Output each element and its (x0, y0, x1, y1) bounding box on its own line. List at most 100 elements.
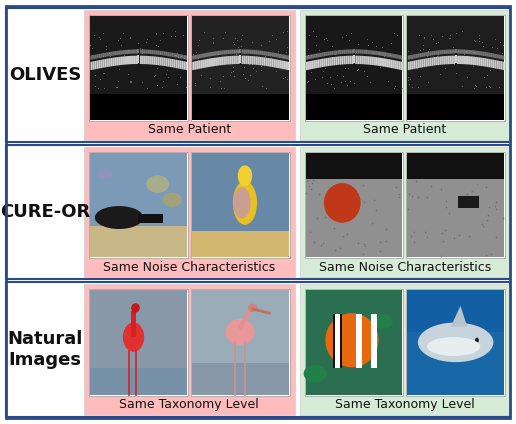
Point (469, 62, 477, 69)
Bar (333, 314, 334, 368)
Point (100, 85, 108, 92)
Bar (305, 16, 402, 120)
Point (499, 42, 507, 48)
Point (104, 61, 112, 67)
Point (189, 50, 197, 57)
Point (305, 32, 313, 39)
Point (312, 42, 320, 48)
Point (488, 43, 496, 50)
Point (475, 34, 483, 41)
Text: Same Taxonomy Level: Same Taxonomy Level (119, 398, 259, 411)
Point (225, 72, 234, 78)
Point (433, 53, 442, 59)
Point (371, 61, 379, 68)
Point (171, 52, 179, 59)
Point (240, 50, 248, 56)
Point (180, 55, 188, 61)
Point (94, 84, 102, 91)
Point (360, 198, 368, 205)
Point (126, 78, 134, 85)
Point (359, 250, 367, 257)
Ellipse shape (373, 314, 393, 329)
Bar (90, 226, 187, 257)
Point (241, 75, 250, 82)
Point (317, 74, 326, 81)
Point (492, 198, 501, 205)
Point (477, 59, 486, 66)
Bar (407, 153, 504, 179)
Point (95, 34, 103, 41)
Point (487, 251, 495, 257)
Point (420, 34, 428, 41)
Point (381, 226, 390, 233)
Point (220, 85, 228, 92)
Point (115, 65, 123, 72)
Text: Same Patient: Same Patient (363, 123, 446, 137)
Point (327, 81, 335, 88)
Point (306, 228, 314, 235)
Point (381, 49, 390, 56)
Point (113, 84, 121, 90)
Point (410, 229, 418, 235)
Bar (334, 314, 341, 368)
Point (96, 53, 104, 60)
Point (267, 54, 276, 61)
Point (411, 56, 420, 63)
Point (272, 68, 280, 75)
Point (350, 80, 358, 86)
Point (351, 50, 359, 56)
Bar (407, 290, 504, 332)
Point (421, 34, 429, 41)
Point (126, 77, 135, 84)
Point (275, 47, 283, 54)
Ellipse shape (325, 313, 379, 367)
Point (337, 78, 346, 85)
Bar (406, 152, 505, 258)
Bar (356, 314, 362, 368)
Point (114, 37, 122, 44)
Point (116, 34, 124, 41)
Point (337, 33, 346, 40)
Point (406, 81, 414, 87)
Point (370, 197, 378, 204)
Point (379, 52, 388, 59)
Point (486, 84, 494, 90)
Point (406, 75, 414, 82)
Point (442, 204, 450, 210)
Point (222, 56, 230, 63)
Point (150, 72, 158, 79)
Point (444, 56, 452, 63)
Point (312, 51, 320, 58)
Point (281, 73, 289, 80)
Point (352, 66, 361, 73)
Point (322, 37, 331, 44)
Point (124, 47, 133, 54)
Point (283, 43, 291, 50)
Point (432, 40, 440, 47)
Point (264, 56, 272, 63)
Point (238, 31, 247, 38)
Point (444, 35, 453, 42)
Point (442, 198, 450, 204)
Point (308, 179, 316, 186)
Point (330, 225, 338, 232)
Ellipse shape (248, 304, 257, 312)
Point (120, 52, 128, 59)
Point (363, 36, 371, 42)
Point (209, 39, 218, 45)
Point (367, 39, 376, 45)
Point (492, 45, 501, 51)
Bar (299, 284, 510, 415)
Point (424, 78, 432, 85)
Point (446, 32, 454, 39)
Text: Same Noise Characteristics: Same Noise Characteristics (103, 261, 276, 273)
Point (219, 72, 227, 79)
Point (114, 78, 122, 85)
Point (262, 85, 270, 92)
Point (248, 39, 256, 46)
Point (421, 56, 429, 63)
Point (237, 36, 245, 42)
Point (418, 60, 427, 67)
Ellipse shape (303, 365, 327, 382)
Point (307, 186, 315, 193)
